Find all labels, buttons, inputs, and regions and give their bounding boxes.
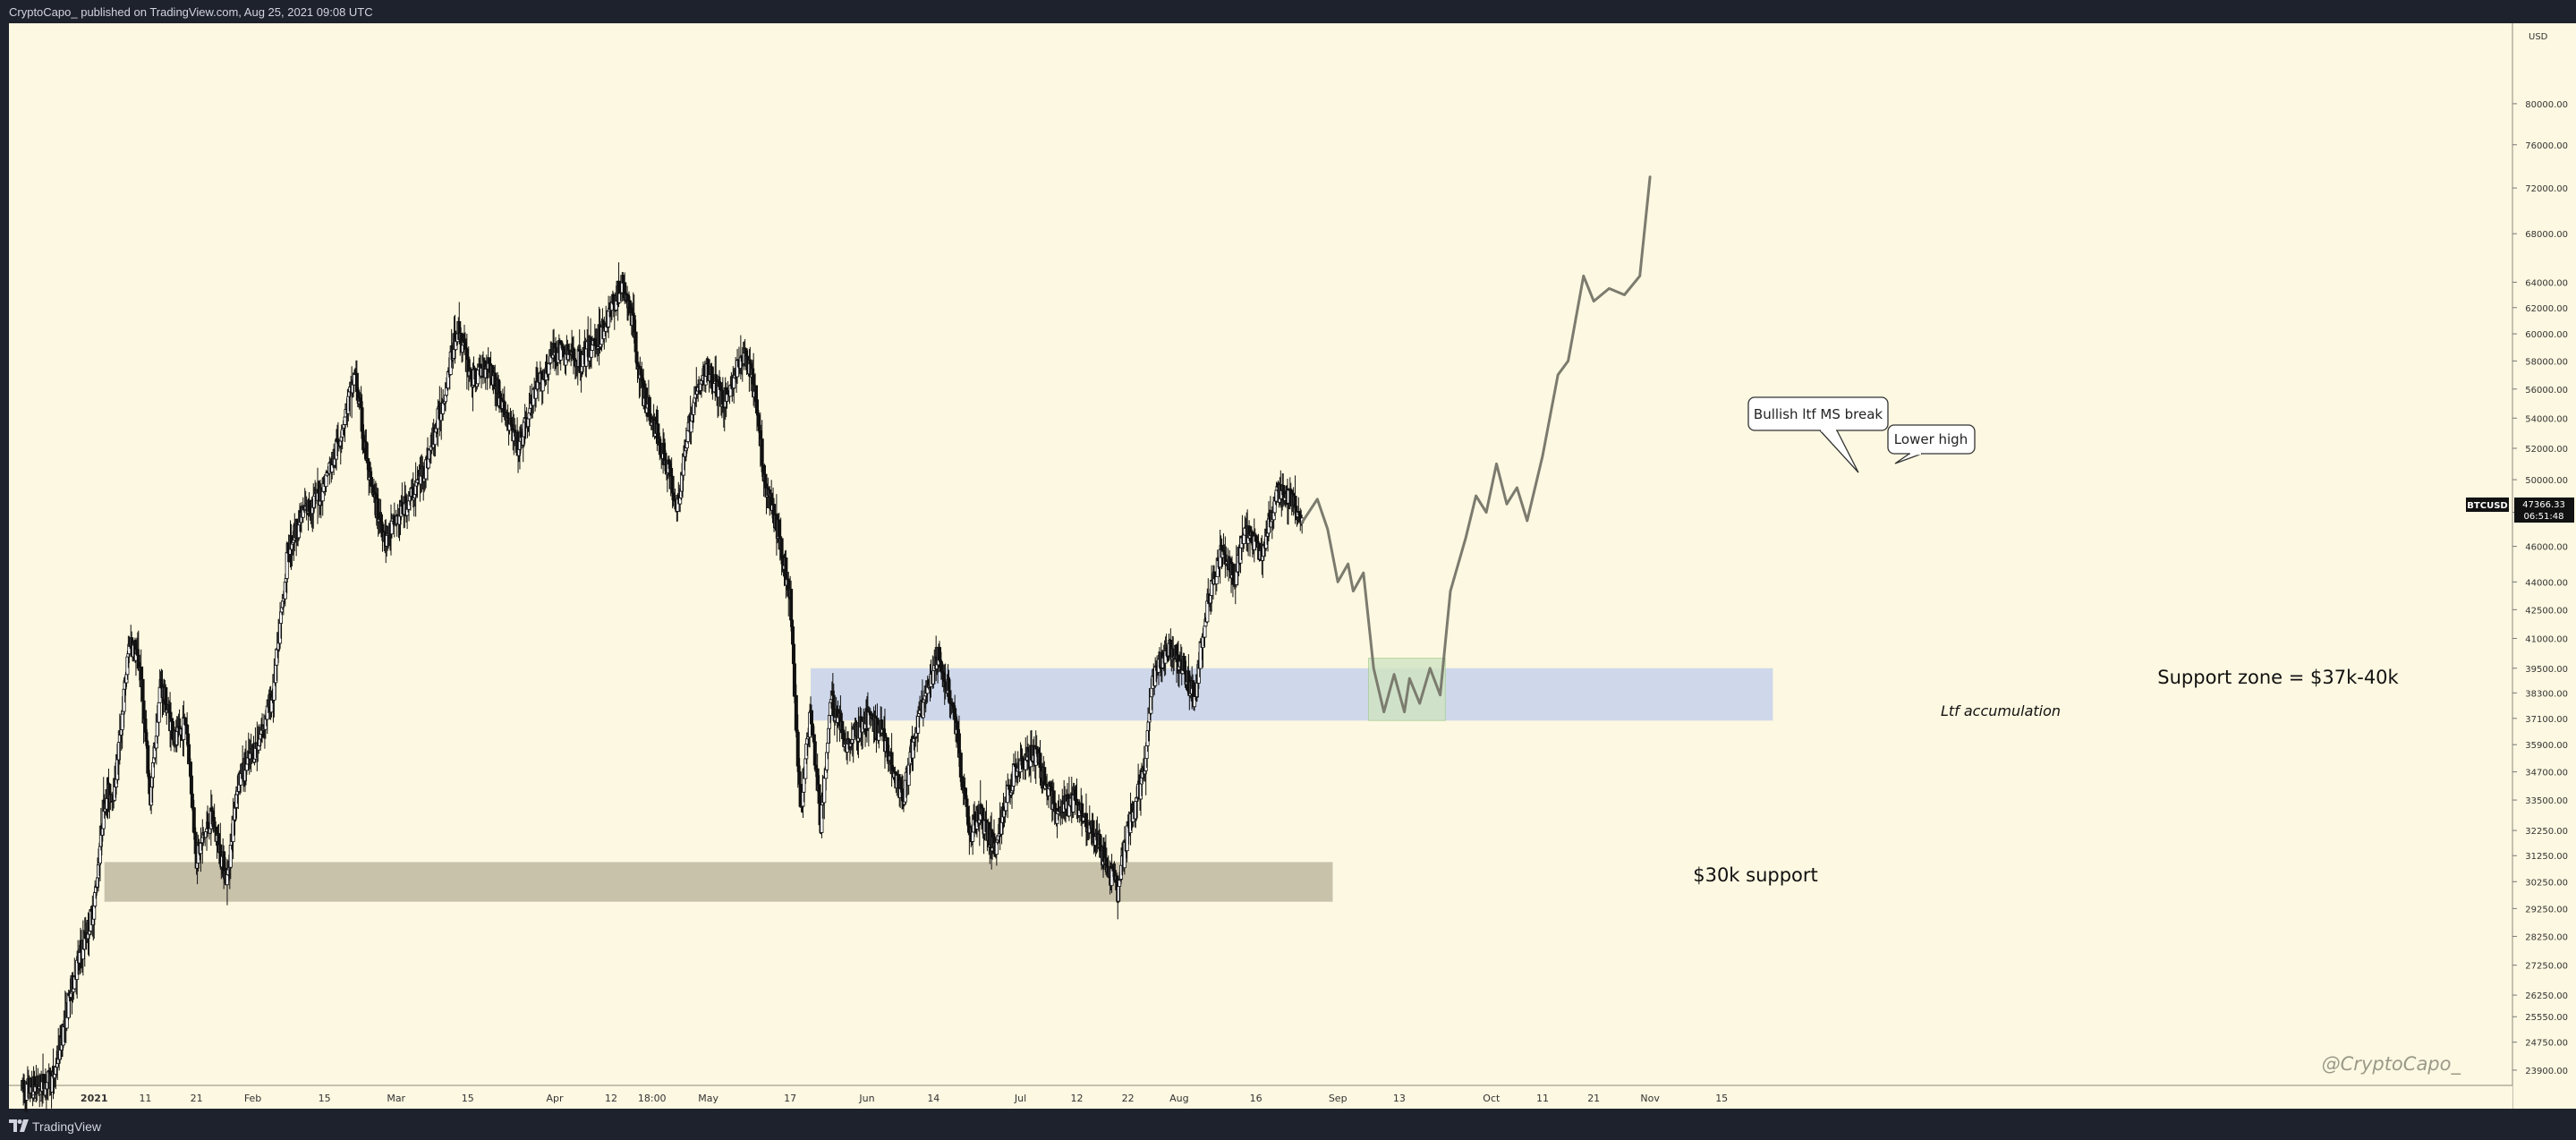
publish-text: CryptoCapo_ published on TradingView.com… — [9, 5, 373, 19]
time-tick: 15 — [462, 1093, 474, 1104]
price-tick: 64000.00 — [2525, 278, 2568, 288]
price-tick: 30250.00 — [2525, 878, 2568, 888]
price-tick: 50000.00 — [2525, 476, 2568, 486]
price-tick: 32250.00 — [2525, 827, 2568, 837]
zones-layer — [104, 658, 1773, 902]
time-tick: 18:00 — [638, 1093, 667, 1104]
price-tick: 34700.00 — [2525, 769, 2568, 778]
price-tick: 25550.00 — [2525, 1013, 2568, 1023]
time-tick: Sep — [1329, 1093, 1348, 1104]
publish-header: CryptoCapo_ published on TradingView.com… — [0, 0, 2576, 23]
bullish-break-callout[interactable]: Bullish ltf MS break — [1747, 396, 1889, 473]
symbol-tag — [2466, 498, 2509, 512]
price-tick: 42500.00 — [2525, 606, 2568, 616]
time-tick: Mar — [387, 1093, 405, 1104]
time-tick: 13 — [1393, 1093, 1406, 1104]
support-zone-label: Support zone = $37k-40k — [2157, 667, 2399, 688]
time-tick: 14 — [927, 1093, 939, 1104]
time-tick: 11 — [1536, 1093, 1549, 1104]
time-tick: 15 — [319, 1093, 331, 1104]
price-tick: 52000.00 — [2525, 445, 2568, 455]
footer: TradingView — [0, 1113, 2576, 1140]
time-tick: 12 — [605, 1093, 617, 1104]
last-price-marker: BTCUSD 47366.33 06:51:48 — [2466, 498, 2574, 523]
candles-layer — [21, 262, 1305, 1113]
bullish-break-text: Bullish ltf MS break — [1754, 406, 1883, 422]
price-tick: 27250.00 — [2525, 962, 2568, 972]
time-tick: Jul — [1014, 1093, 1026, 1104]
price-tick: 54000.00 — [2525, 414, 2568, 424]
price-tick: 31250.00 — [2525, 852, 2568, 862]
support-zone-37k-40k — [811, 668, 1773, 721]
price-tick: 58000.00 — [2525, 357, 2568, 367]
footer-brand: TradingView — [32, 1119, 102, 1134]
price-tick: 62000.00 — [2525, 304, 2568, 314]
time-scale[interactable]: 21 2021 11 21 Feb 15 Mar 15 Apr 12 18:00 May 17 Jun 14… — [31, 1093, 1728, 1104]
candle — [791, 642, 795, 667]
time-tick: 21 — [31, 1093, 44, 1104]
time-scale-background — [9, 1085, 2512, 1109]
time-tick: Jun — [858, 1093, 874, 1104]
time-tick: 11 — [139, 1093, 151, 1104]
last-price-text: 47366.33 — [2522, 500, 2565, 510]
price-tick: 38300.00 — [2525, 689, 2568, 699]
lower-high-callout[interactable]: Lower high — [1887, 424, 1976, 464]
time-tick: Apr — [547, 1093, 565, 1104]
time-tick: 12 — [1070, 1093, 1083, 1104]
price-tick: 23900.00 — [2525, 1067, 2568, 1076]
time-tick: Oct — [1483, 1093, 1501, 1104]
time-tick: Feb — [244, 1093, 261, 1104]
time-tick: 2021 — [81, 1093, 108, 1104]
price-tick: 46000.00 — [2525, 543, 2568, 553]
price-scale-currency: USD — [2529, 32, 2548, 42]
price-scale-background — [2512, 23, 2576, 1109]
price-tick: 44000.00 — [2525, 578, 2568, 588]
support-30k-label: $30k support — [1693, 864, 1818, 886]
price-tick: 56000.00 — [2525, 386, 2568, 396]
price-tick: 28250.00 — [2525, 932, 2568, 942]
lower-high-text: Lower high — [1894, 431, 1968, 447]
price-tick: 26250.00 — [2525, 991, 2568, 1001]
price-tick: 37100.00 — [2525, 715, 2568, 725]
price-tick: 39500.00 — [2525, 665, 2568, 675]
price-tick: 29250.00 — [2525, 905, 2568, 915]
time-tick: 17 — [784, 1093, 796, 1104]
time-tick: 21 — [191, 1093, 203, 1104]
support-30k-zone — [104, 862, 1333, 902]
price-tick: 60000.00 — [2525, 330, 2568, 340]
last-price-box — [2514, 498, 2574, 523]
price-tick: 24750.00 — [2525, 1039, 2568, 1049]
ltf-accumulation-label: Ltf accumulation — [1941, 702, 2061, 719]
price-tick: 35900.00 — [2525, 741, 2568, 751]
symbol-tag-text: BTCUSD — [2467, 501, 2507, 511]
price-tick: 76000.00 — [2525, 141, 2568, 151]
watermark: @CryptoCapo_ — [2322, 1053, 2461, 1076]
time-tick: Nov — [1640, 1093, 1660, 1104]
time-tick: 21 — [1587, 1093, 1600, 1104]
price-scale[interactable]: 80000.00 76000.00 72000.00 68000.00 64000.00… — [2512, 100, 2568, 1076]
projection-layer — [1300, 175, 1652, 714]
price-tick: 68000.00 — [2525, 230, 2568, 240]
time-tick: May — [698, 1093, 718, 1104]
time-tick: 15 — [1715, 1093, 1728, 1104]
price-tick: 72000.00 — [2525, 184, 2568, 194]
price-tick: 33500.00 — [2525, 796, 2568, 806]
countdown-text: 06:51:48 — [2524, 512, 2564, 522]
price-tick: 41000.00 — [2525, 634, 2568, 644]
projection-line — [1300, 175, 1652, 714]
time-tick: 22 — [1122, 1093, 1135, 1104]
tradingview-logo-icon — [9, 1119, 29, 1132]
time-tick: 16 — [1250, 1093, 1262, 1104]
time-tick: Aug — [1169, 1093, 1188, 1104]
price-tick: 80000.00 — [2525, 100, 2568, 110]
